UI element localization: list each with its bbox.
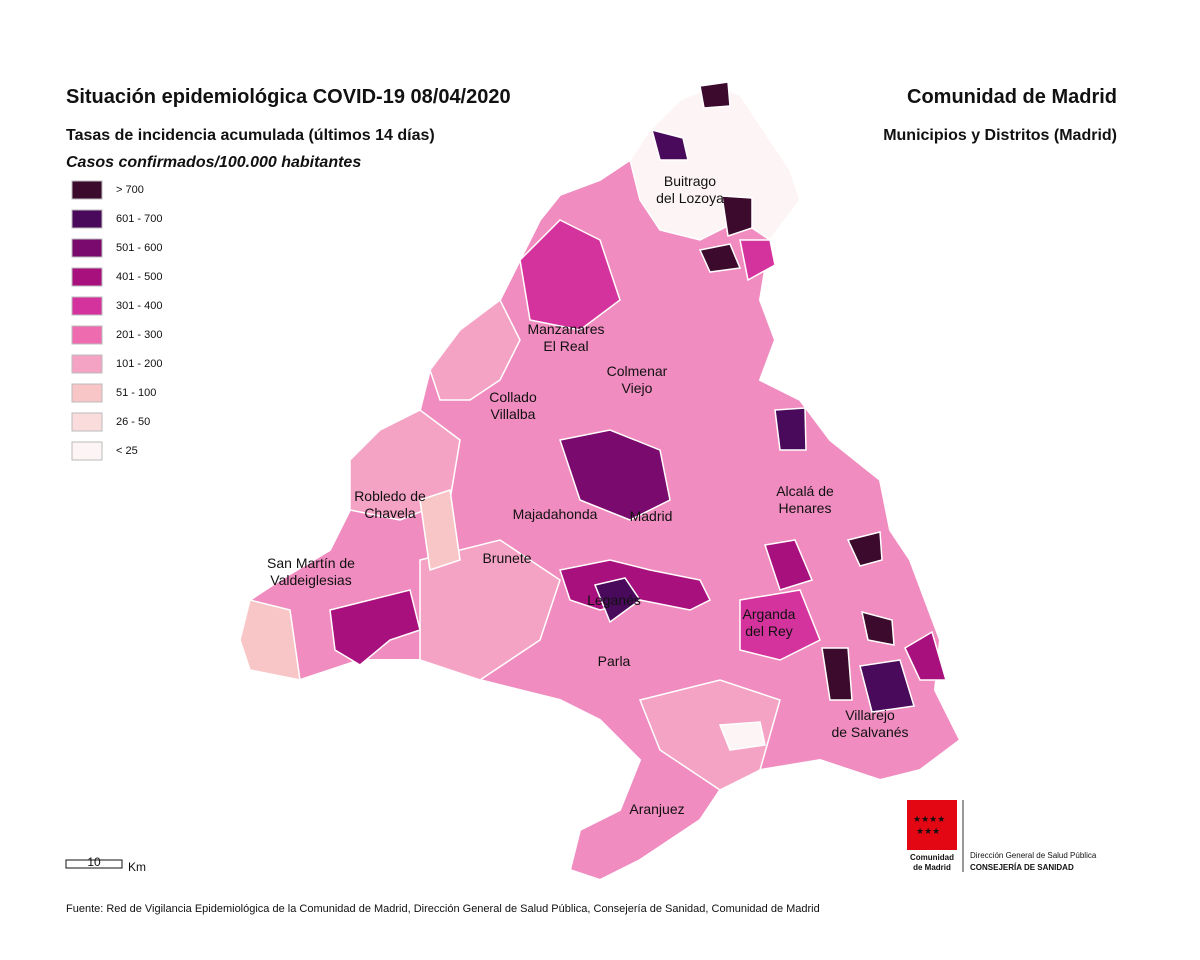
unit: Casos confirmados/100.000 habitantes bbox=[66, 154, 361, 171]
scale-value: 10 bbox=[87, 855, 101, 869]
legend-swatch bbox=[71, 383, 103, 403]
legend-swatch bbox=[71, 267, 103, 287]
place-label: Robledo de bbox=[354, 488, 426, 504]
place-label: San Martín de bbox=[267, 555, 355, 571]
legend-swatch bbox=[71, 441, 103, 461]
place-label: Majadahonda bbox=[513, 506, 598, 522]
place-label: Villarejo bbox=[845, 707, 895, 723]
place-label: del Lozoya bbox=[656, 190, 724, 206]
logo-name: Comunidad bbox=[910, 853, 954, 862]
place-label: Brunete bbox=[482, 550, 531, 566]
place-label: Leganés bbox=[587, 592, 641, 608]
legend-label: 101 - 200 bbox=[116, 358, 162, 370]
subtitle: Tasas de incidencia acumulada (últimos 1… bbox=[66, 127, 435, 144]
place-label: Valdeiglesias bbox=[270, 572, 351, 588]
place-label: Manzanares bbox=[527, 321, 604, 337]
legend-swatch bbox=[71, 238, 103, 258]
place-label: Alcalá de bbox=[776, 483, 834, 499]
place-label: El Real bbox=[543, 338, 588, 354]
place-label: Viejo bbox=[622, 380, 653, 396]
legend-swatch bbox=[71, 325, 103, 345]
svg-text:★★★★: ★★★★ bbox=[913, 814, 945, 824]
scale-bar bbox=[65, 859, 123, 869]
logo-dept: CONSEJERÍA DE SANIDAD bbox=[970, 863, 1074, 872]
legend-label: 51 - 100 bbox=[116, 387, 156, 399]
svg-text:★★★: ★★★ bbox=[916, 826, 940, 836]
title: Situación epidemiológica COVID-19 08/04/… bbox=[66, 86, 511, 108]
place-label: Aranjuez bbox=[629, 801, 684, 817]
legend-label: 601 - 700 bbox=[116, 213, 162, 225]
legend-label: 26 - 50 bbox=[116, 416, 150, 428]
place-label: Arganda bbox=[743, 606, 796, 622]
legend-label: 201 - 300 bbox=[116, 329, 162, 341]
place-label: Chavela bbox=[364, 505, 416, 521]
place-label: del Rey bbox=[745, 623, 792, 639]
scope: Municipios y Distritos (Madrid) bbox=[883, 127, 1117, 144]
place-label: Madrid bbox=[630, 508, 673, 524]
place-label: Henares bbox=[779, 500, 832, 516]
logo-stars: ★★★★★★★ bbox=[913, 814, 945, 836]
logo-flag bbox=[907, 800, 957, 850]
place-label: de Salvanés bbox=[831, 724, 908, 740]
legend-swatch bbox=[71, 412, 103, 432]
legend-label: 401 - 500 bbox=[116, 271, 162, 283]
legend-swatch bbox=[71, 209, 103, 229]
place-label: Villalba bbox=[491, 406, 536, 422]
legend-swatch bbox=[71, 180, 103, 200]
region-name: Comunidad de Madrid bbox=[907, 86, 1117, 108]
place-label: Buitrago bbox=[664, 173, 716, 189]
legend-label: 301 - 400 bbox=[116, 300, 162, 312]
municipalities bbox=[239, 81, 947, 791]
legend: > 700 601 - 700 501 - 600 401 - 500 301 - 40… bbox=[71, 180, 162, 461]
place-label: Parla bbox=[598, 653, 631, 669]
source: Fuente: Red de Vigilancia Epidemiológica… bbox=[66, 903, 820, 915]
logo-dept: Dirección General de Salud Pública bbox=[970, 851, 1097, 860]
legend-swatch bbox=[71, 296, 103, 316]
place-label: Collado bbox=[489, 389, 537, 405]
legend-label: < 25 bbox=[116, 445, 138, 457]
legend-swatch bbox=[71, 354, 103, 374]
logo-name: de Madrid bbox=[913, 863, 951, 872]
logo: ★★★★★★★ Comunidad de Madrid Dirección Ge… bbox=[907, 800, 1097, 872]
scale-unit: Km bbox=[128, 860, 146, 874]
place-label: Colmenar bbox=[607, 363, 668, 379]
legend-label: 501 - 600 bbox=[116, 242, 162, 254]
legend-label: > 700 bbox=[116, 184, 144, 196]
